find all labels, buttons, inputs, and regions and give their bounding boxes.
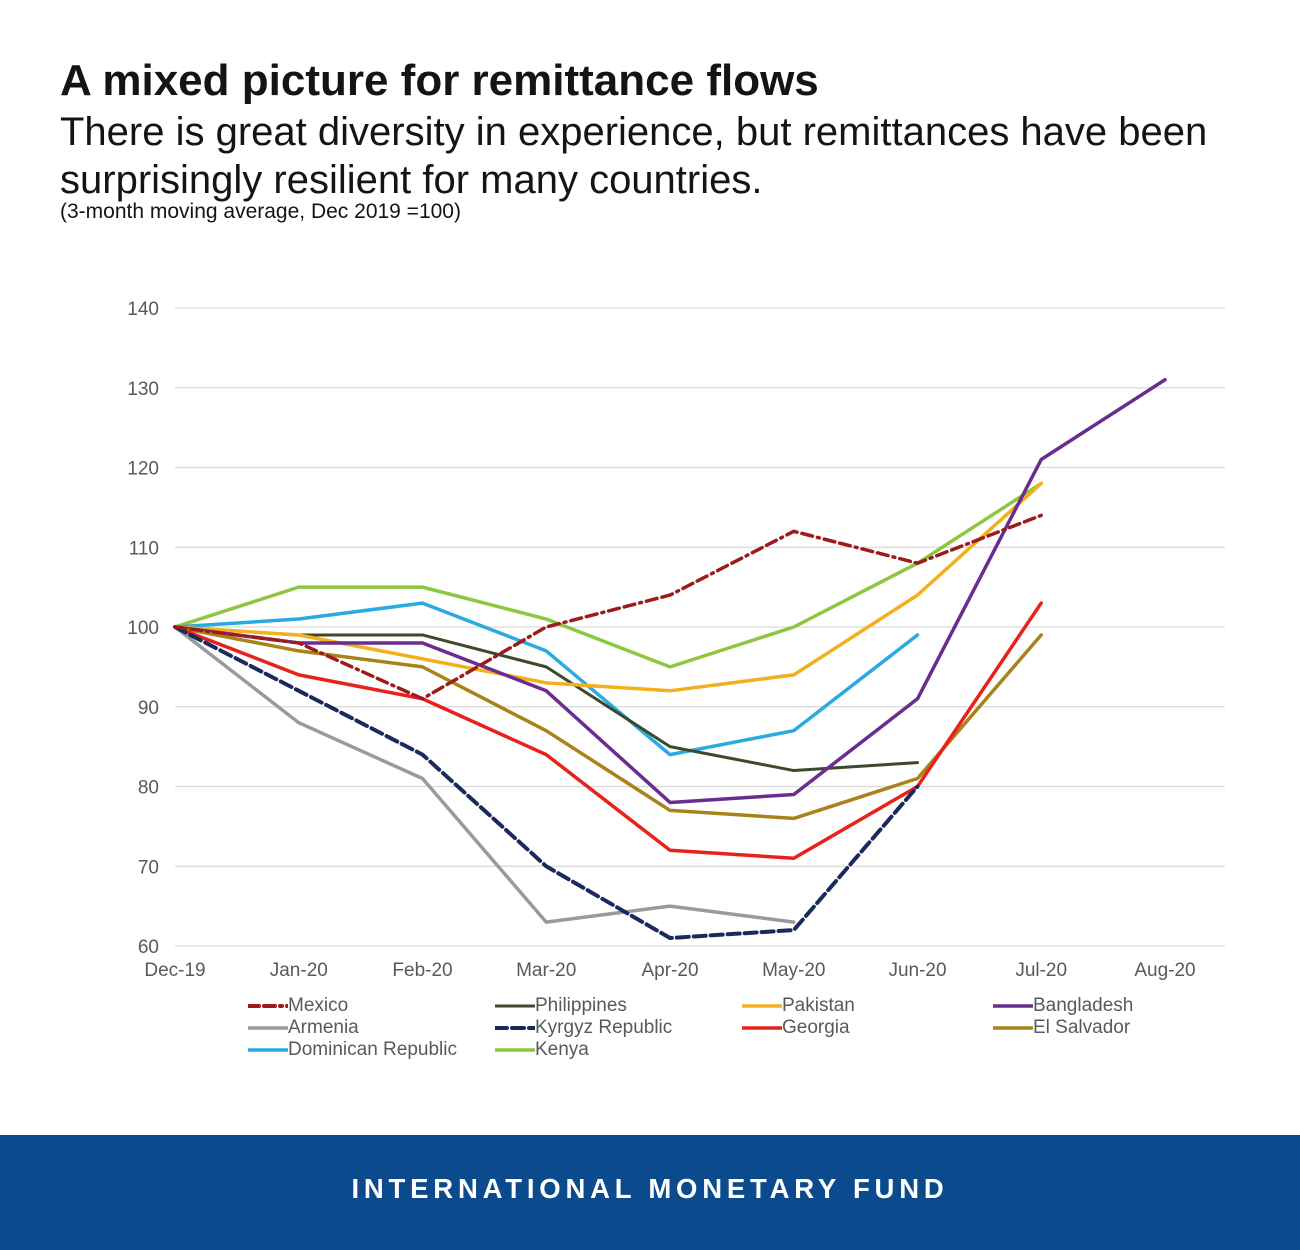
svg-text:90: 90 (138, 698, 159, 719)
svg-text:60: 60 (138, 937, 159, 958)
svg-text:130: 130 (127, 379, 159, 400)
svg-text:110: 110 (129, 538, 159, 559)
svg-text:Jan-20: Jan-20 (270, 960, 328, 981)
svg-text:100: 100 (127, 618, 159, 639)
svg-text:Dec-19: Dec-19 (144, 960, 205, 981)
svg-text:Apr-20: Apr-20 (641, 960, 698, 981)
svg-text:Mar-20: Mar-20 (516, 960, 576, 981)
svg-text:70: 70 (138, 857, 159, 878)
svg-text:Aug-20: Aug-20 (1134, 960, 1195, 981)
svg-text:Feb-20: Feb-20 (392, 960, 452, 981)
svg-text:120: 120 (127, 459, 159, 480)
svg-text:May-20: May-20 (762, 960, 825, 981)
svg-text:Jul-20: Jul-20 (1015, 960, 1067, 981)
svg-text:140: 140 (127, 299, 159, 320)
svg-text:Jun-20: Jun-20 (888, 960, 946, 981)
svg-text:80: 80 (138, 778, 159, 799)
